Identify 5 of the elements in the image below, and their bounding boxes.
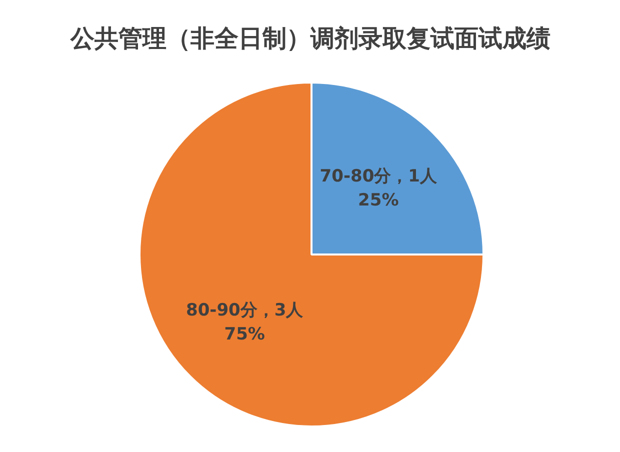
data-label: 25% xyxy=(358,190,399,211)
data-label: 75% xyxy=(224,324,265,344)
chart-title: 公共管理（非全日制）调剂录取复试面试成绩 xyxy=(70,24,550,52)
slice-label: 80-90分，3人 xyxy=(186,300,304,320)
slice-label: 70-80分，1人 xyxy=(320,166,438,187)
